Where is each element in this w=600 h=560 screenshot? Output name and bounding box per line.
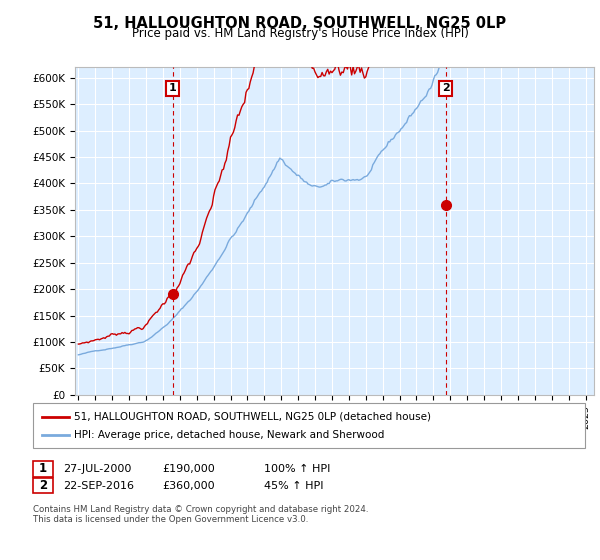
Text: 2: 2 bbox=[442, 83, 449, 94]
Text: 51, HALLOUGHTON ROAD, SOUTHWELL, NG25 0LP (detached house): 51, HALLOUGHTON ROAD, SOUTHWELL, NG25 0L… bbox=[74, 412, 431, 422]
Text: £360,000: £360,000 bbox=[162, 480, 215, 491]
Text: 27-JUL-2000: 27-JUL-2000 bbox=[63, 464, 131, 474]
Text: Price paid vs. HM Land Registry's House Price Index (HPI): Price paid vs. HM Land Registry's House … bbox=[131, 27, 469, 40]
Text: 1: 1 bbox=[169, 83, 176, 94]
Text: 2: 2 bbox=[39, 479, 47, 492]
Text: This data is licensed under the Open Government Licence v3.0.: This data is licensed under the Open Gov… bbox=[33, 515, 308, 524]
Text: 1: 1 bbox=[39, 462, 47, 475]
Text: 22-SEP-2016: 22-SEP-2016 bbox=[63, 480, 134, 491]
Text: 51, HALLOUGHTON ROAD, SOUTHWELL, NG25 0LP: 51, HALLOUGHTON ROAD, SOUTHWELL, NG25 0L… bbox=[94, 16, 506, 31]
Text: 45% ↑ HPI: 45% ↑ HPI bbox=[264, 480, 323, 491]
Text: £190,000: £190,000 bbox=[162, 464, 215, 474]
Text: 100% ↑ HPI: 100% ↑ HPI bbox=[264, 464, 331, 474]
Text: Contains HM Land Registry data © Crown copyright and database right 2024.: Contains HM Land Registry data © Crown c… bbox=[33, 505, 368, 514]
Text: HPI: Average price, detached house, Newark and Sherwood: HPI: Average price, detached house, Newa… bbox=[74, 431, 384, 441]
